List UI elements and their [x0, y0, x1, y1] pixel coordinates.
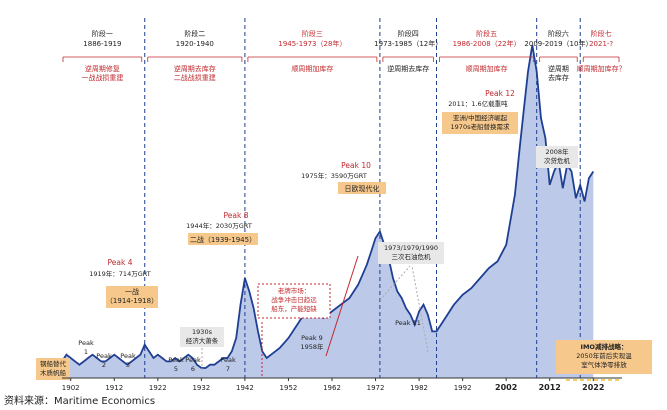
phase-range: 1945-1973（28年） [278, 39, 346, 48]
peak12-label: Peak 12 [485, 89, 515, 98]
phase-range: 1886-1919 [83, 40, 121, 48]
x-tick-label: 1922 [149, 384, 167, 392]
steel-label: 钢船替代木质帆船 [40, 359, 67, 377]
x-tick-label: 2012 [539, 383, 561, 392]
phase-range: 2009-2019（10年） [524, 39, 592, 48]
area-fill [62, 45, 594, 378]
x-tick-label: 1972 [367, 384, 385, 392]
peak4-label: Peak 4 [108, 258, 133, 267]
oil-arrow-1 [379, 265, 411, 301]
phase-note: 逆周期去库存 [548, 64, 569, 82]
x-tick-label: 2022 [582, 383, 604, 392]
phase-note: 顺周期加库存 [291, 64, 333, 73]
asia-label: 亚洲/中国经济崛起 1970s老船替换需求 [451, 113, 510, 131]
x-tick-label: 1962 [323, 384, 341, 392]
x-tick-label: 1932 [192, 384, 210, 392]
peak5-label: Peak 5 [168, 356, 184, 373]
x-tick-label: 1992 [454, 384, 472, 392]
ww1-box [106, 286, 158, 308]
imo-title: IMO减排战略： [581, 342, 628, 351]
phase-range: 2021-? [589, 40, 613, 48]
phase-note: 顺周期加库存 [466, 64, 508, 73]
x-axis: 1902 1912 1922 1932 1942 1952 1962 1972 1982 1992… [62, 377, 622, 392]
imo-body: 2050年前后实现温室气体净零排放 [576, 351, 632, 369]
peak6-label: Peak 6 [185, 356, 201, 373]
x-tick-label: 1942 [236, 384, 254, 392]
oil-label: 1973/1979/1990 三次石油危机 [384, 244, 438, 261]
ww2-box [188, 233, 258, 245]
ww1-label: 一战（1914-1918） [106, 287, 158, 305]
peak2-label: Peak 2 [96, 352, 112, 369]
x-tick-label: 2002 [495, 383, 517, 392]
oil-arrow-2 [411, 265, 429, 353]
peak11-label: Peak 11 [395, 319, 421, 327]
x-tick-label: 1902 [62, 384, 80, 392]
annotations: Peak 1 Peak 2 Peak 3 Peak 4 1919年：714万GRT 一战（191… [36, 89, 652, 381]
depression-label: 1930s 经济大萧条 [186, 328, 219, 345]
phase-title: 阶段三 [302, 29, 323, 38]
phase-title: 阶段六 [548, 29, 569, 38]
ww2-label: 二战（1939-1945） [190, 235, 256, 244]
phase-note: 逆周期去库存 [387, 64, 429, 73]
peak4-value: 1919年：714万GRT [89, 269, 151, 278]
phase-title: 阶段一 [92, 29, 113, 38]
x-tick-label: 1912 [105, 384, 123, 392]
japan-box [338, 182, 386, 194]
phase-title: 阶段五 [476, 29, 497, 38]
peak8-label: Peak 8 [224, 211, 249, 220]
oil-box [378, 242, 444, 264]
x-tick-label: 1982 [410, 384, 428, 392]
steel-box [36, 358, 70, 380]
japan-label: 日欧现代化 [345, 184, 380, 193]
phase-range: 1920-1940 [176, 40, 214, 48]
phase-headers: 阶段一 1886-1919 逆周期修复一战战损重建 阶段二 1920-1940 逆周期去库… [62, 18, 626, 378]
peak10-value: 1975年：3590万GRT [301, 171, 367, 180]
phase-title: 阶段七 [591, 29, 612, 38]
peak1-label: Peak 1 [78, 339, 94, 356]
phase-title: 阶段二 [184, 29, 205, 38]
phase-note: 顺周期加库存？ [577, 64, 626, 73]
phase-title: 阶段四 [398, 29, 419, 38]
western-label: 老牌市场：战争冲击日趋远船东，产能短缺 [271, 286, 317, 313]
peak12-value: 2011：1.6亿载重吨 [448, 99, 508, 108]
growth-arrow [325, 255, 359, 357]
depression-box [180, 327, 224, 347]
source-note: 资料来源：Maritime Economics [4, 396, 156, 407]
peak9-label: Peak 9 1958年 [300, 334, 324, 351]
phase-note: 逆周期去库存二战战损重建 [174, 64, 216, 82]
western-box [257, 283, 331, 319]
x-tick-label: 1952 [280, 384, 298, 392]
imo-box [556, 340, 652, 374]
peak7-label: Peak 7 [220, 356, 236, 373]
peak10-label: Peak 10 [341, 161, 371, 170]
asia-box [442, 112, 518, 134]
crisis-label: 2008年次贷危机 [544, 147, 571, 165]
peak8-value: 1944年：2030万GRT [186, 221, 252, 230]
phase-range: 1986-2008（22年） [453, 39, 521, 48]
peak3-label: Peak 3 [120, 352, 136, 369]
phase-note: 逆周期修复一战战损重建 [81, 64, 123, 82]
crisis-box [536, 146, 578, 168]
phase-range: 1973-1985（12年） [374, 39, 442, 48]
